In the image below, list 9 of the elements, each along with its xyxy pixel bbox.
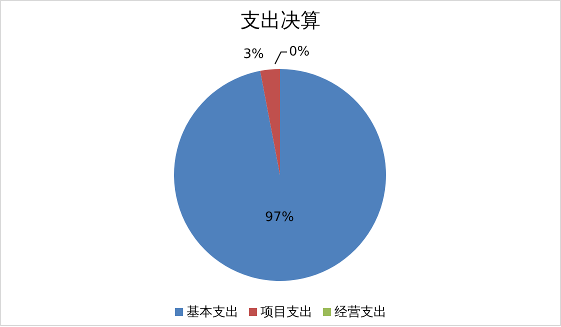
data-label: 3%: [243, 47, 264, 62]
legend-label: 基本支出: [186, 304, 238, 321]
text: 0%: [289, 44, 310, 60]
legend-label: 项目支出: [260, 304, 312, 321]
data-label: 97%: [265, 210, 294, 225]
legend-label: 经营支出: [334, 304, 386, 321]
pie-slice: [260, 69, 280, 175]
pie-slice: [174, 69, 386, 281]
chart-title: 支出决算: [240, 7, 322, 34]
